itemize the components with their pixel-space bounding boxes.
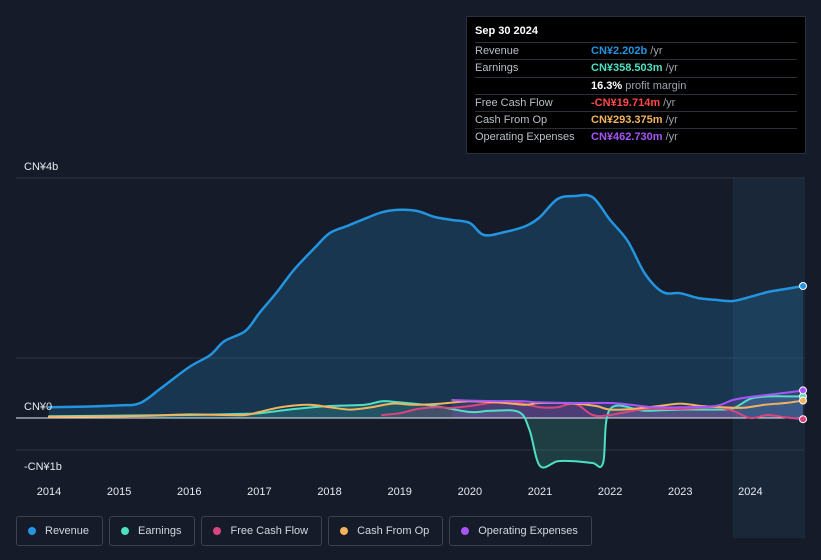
operating-expenses-area <box>452 390 803 418</box>
y-label-zero: CN¥0 <box>24 401 52 413</box>
revenue-area <box>49 194 803 418</box>
legend-label: Earnings <box>138 525 182 537</box>
tooltip-row-revenue: Revenue CN¥2.202b /yr <box>475 42 797 59</box>
legend-label: Operating Expenses <box>478 525 578 537</box>
earnings-line <box>48 395 804 469</box>
x-tick-label: 2024 <box>738 486 762 498</box>
x-tick-label: 2016 <box>177 486 201 498</box>
legend-label: Cash From Op <box>357 525 430 537</box>
revenue-line <box>47 193 805 409</box>
legend-dot-icon <box>121 527 130 535</box>
x-tick-label: 2020 <box>458 486 482 498</box>
tooltip-label <box>475 78 591 94</box>
x-tick-label: 2017 <box>247 486 271 498</box>
legend-item-revenue[interactable]: Revenue <box>16 516 104 546</box>
end-dots <box>799 282 807 424</box>
tooltip-row-fcf: Free Cash Flow -CN¥19.714m /yr <box>475 93 797 111</box>
tooltip-row-opex: Operating Expenses CN¥462.730m /yr <box>475 128 797 145</box>
legend-dot-icon <box>340 527 349 535</box>
line-layer <box>47 193 805 469</box>
tooltip-value: -CN¥19.714m <box>591 96 661 109</box>
legend-item-cash-from-op[interactable]: Cash From Op <box>328 516 444 546</box>
y-label-bottom: -CN¥1b <box>24 461 62 473</box>
tooltip-unit: profit margin <box>625 79 687 92</box>
y-label-top: CN¥4b <box>24 161 58 173</box>
legend: Revenue Earnings Free Cash Flow Cash Fro… <box>16 516 592 546</box>
x-tick-label: 2019 <box>387 486 411 498</box>
tooltip-unit: /yr <box>665 131 678 144</box>
x-tick-label: 2018 <box>317 486 341 498</box>
tooltip-row-margin: 16.3% profit margin <box>475 76 797 94</box>
legend-dot-icon <box>461 527 470 535</box>
tooltip-value: CN¥462.730m <box>591 131 663 144</box>
tooltip-value: CN¥358.503m <box>591 62 663 75</box>
tooltip-value: 16.3% <box>591 79 623 92</box>
tooltip-label: Earnings <box>475 62 519 75</box>
tooltip-date: Sep 30 2024 <box>475 25 538 37</box>
tooltip-value: CN¥2.202b <box>591 45 648 57</box>
area-layer <box>49 194 803 468</box>
tooltip-row-cfo: Cash From Op CN¥293.375m /yr <box>475 111 797 128</box>
legend-label: Revenue <box>45 525 90 537</box>
legend-dot-icon <box>28 527 36 535</box>
tooltip-unit: /yr <box>665 62 678 75</box>
tooltip-unit: /yr <box>650 45 663 57</box>
x-tick-label: 2023 <box>668 486 692 498</box>
tooltip-unit: /yr <box>665 114 678 127</box>
free-cash-flow-end-point <box>799 415 807 424</box>
operating-expenses-line <box>451 389 804 409</box>
legend-dot-icon <box>213 527 222 535</box>
tooltip-label: Free Cash Flow <box>475 96 553 109</box>
x-tick-label: 2022 <box>598 486 622 498</box>
legend-item-free-cash-flow[interactable]: Free Cash Flow <box>201 516 323 546</box>
tooltip-label: Revenue <box>475 45 520 57</box>
tooltip-row-earnings: Earnings CN¥358.503m /yr <box>475 59 797 76</box>
tooltip-label: Cash From Op <box>475 114 548 127</box>
tooltip-unit: /yr <box>663 96 676 109</box>
x-axis-ticks: 2014 2015 2016 2017 2018 2019 2020 2021 2022 2023… <box>37 486 763 498</box>
legend-item-earnings[interactable]: Earnings <box>109 516 196 546</box>
legend-label: Free Cash Flow <box>230 525 309 537</box>
revenue-end-point <box>799 282 807 290</box>
tooltip-label: Operating Expenses <box>475 131 575 144</box>
operating-expenses-end-point <box>799 386 807 395</box>
x-tick-label: 2014 <box>37 486 61 498</box>
x-tick-label: 2015 <box>107 486 131 498</box>
tooltip: Sep 30 2024 Revenue CN¥2.202b /yr Earnin… <box>466 16 806 154</box>
free-cash-flow-area <box>382 401 803 420</box>
cash-from-op-end-point <box>799 396 807 405</box>
x-tick-label: 2021 <box>528 486 552 498</box>
tooltip-value: CN¥293.375m <box>591 114 663 127</box>
legend-item-operating-expenses[interactable]: Operating Expenses <box>449 516 592 546</box>
